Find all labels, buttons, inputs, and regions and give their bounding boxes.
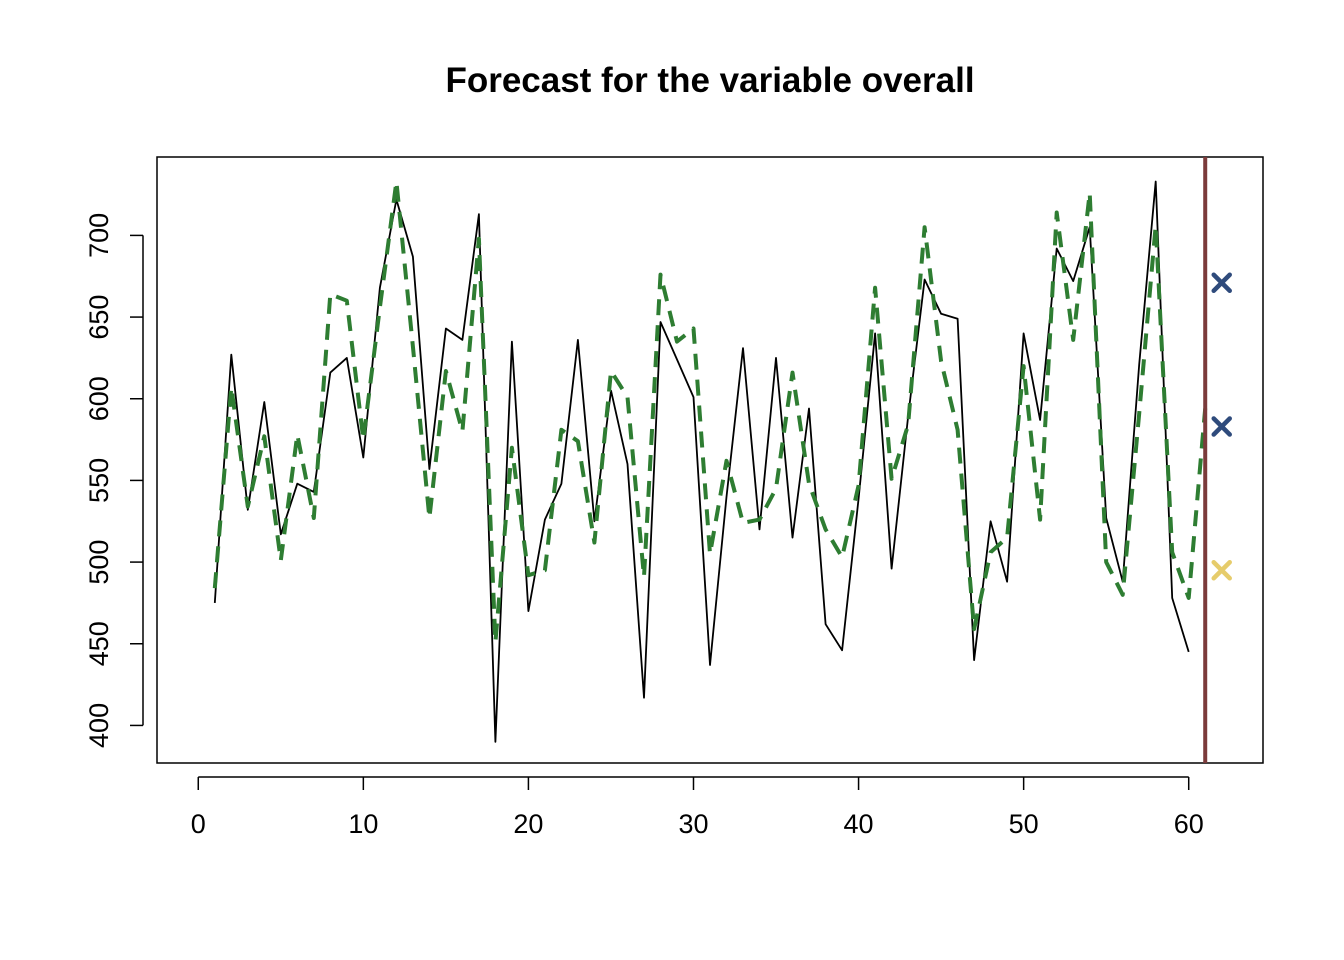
series-line-fitted	[212, 179, 1208, 645]
forecast-marker-stroke	[1211, 416, 1232, 437]
y-tick-label: 600	[84, 376, 114, 421]
y-tick-label: 650	[84, 295, 114, 340]
y-axis: 400 450 500 550 600 650 700	[84, 213, 144, 748]
y-tick-label: 500	[84, 540, 114, 585]
y-tick-label: 700	[84, 213, 114, 258]
x-tick-label: 60	[1174, 809, 1204, 839]
x-tick-label: 20	[513, 809, 543, 839]
x-tick-label: 30	[678, 809, 708, 839]
y-tick-label: 550	[84, 458, 114, 503]
x-axis: 0 10 20 30 40 50 60	[191, 776, 1204, 839]
plot-frame	[156, 156, 1264, 764]
series-layer	[212, 179, 1208, 743]
forecast-point-marker	[1211, 416, 1232, 437]
x-tick-label: 10	[348, 809, 378, 839]
forecast-point-marker	[1211, 560, 1232, 581]
y-tick-label: 450	[84, 621, 114, 666]
x-tick-label: 40	[844, 809, 874, 839]
forecast-point-marker	[1211, 272, 1232, 294]
forecast-layer	[1203, 157, 1232, 763]
chart-title: Forecast for the variable overall	[445, 61, 974, 100]
x-tick-label: 50	[1009, 809, 1039, 839]
x-tick-label: 0	[191, 809, 206, 839]
forecast-marker-stroke	[1211, 560, 1232, 581]
forecast-marker-stroke	[1211, 272, 1232, 294]
y-tick-label: 400	[84, 703, 114, 748]
